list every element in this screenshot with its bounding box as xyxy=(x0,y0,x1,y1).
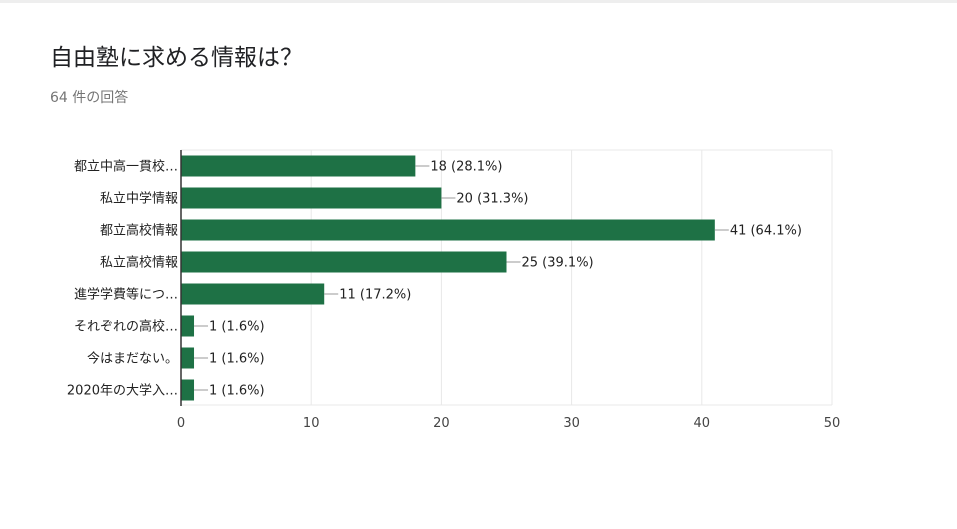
category-label: 私立高校情報 xyxy=(100,255,178,271)
x-tick-labels: 0 10 20 30 40 50 xyxy=(177,416,840,431)
response-count: 64 件の回答 xyxy=(50,90,129,106)
x-tick-label: 40 xyxy=(694,416,711,431)
x-tick-label: 30 xyxy=(563,416,580,431)
top-border-strip xyxy=(0,0,957,3)
question-title: 自由塾に求める情報は？ xyxy=(50,45,303,71)
data-label: 1 (1.6%) xyxy=(209,384,265,399)
data-label: 25 (39.1%) xyxy=(522,256,594,271)
x-tick-label: 20 xyxy=(433,416,450,431)
bar xyxy=(181,219,715,241)
data-label: 11 (17.2%) xyxy=(339,288,411,303)
x-tick-label: 0 xyxy=(177,416,185,431)
bar xyxy=(181,187,442,209)
bar xyxy=(181,379,195,401)
category-label: 2020年の大学入… xyxy=(67,383,178,399)
data-label: 20 (31.3%) xyxy=(456,192,528,207)
x-tick-label: 10 xyxy=(303,416,320,431)
category-label: 都立中高一貫校… xyxy=(74,159,178,175)
data-label: 1 (1.6%) xyxy=(209,320,265,335)
category-label: それぞれの高校… xyxy=(74,319,178,335)
bars xyxy=(181,155,715,401)
data-label: 18 (28.1%) xyxy=(430,160,502,175)
category-label: 進学学費等につ… xyxy=(74,287,178,303)
x-tick-label: 50 xyxy=(824,416,841,431)
bar xyxy=(181,155,416,177)
grid-lines xyxy=(181,149,833,406)
bar xyxy=(181,251,507,273)
bar xyxy=(181,315,195,337)
bar xyxy=(181,347,195,369)
bar xyxy=(181,283,325,305)
category-label: 今はまだない。 xyxy=(87,351,178,367)
category-label: 私立中学情報 xyxy=(100,191,178,207)
category-label: 都立高校情報 xyxy=(100,223,178,239)
data-label: 41 (64.1%) xyxy=(730,224,802,239)
data-label: 1 (1.6%) xyxy=(209,352,265,367)
data-labels: 18 (28.1%) 20 (31.3%) 41 (64.1%) 25 (39.1%)… xyxy=(194,160,802,399)
